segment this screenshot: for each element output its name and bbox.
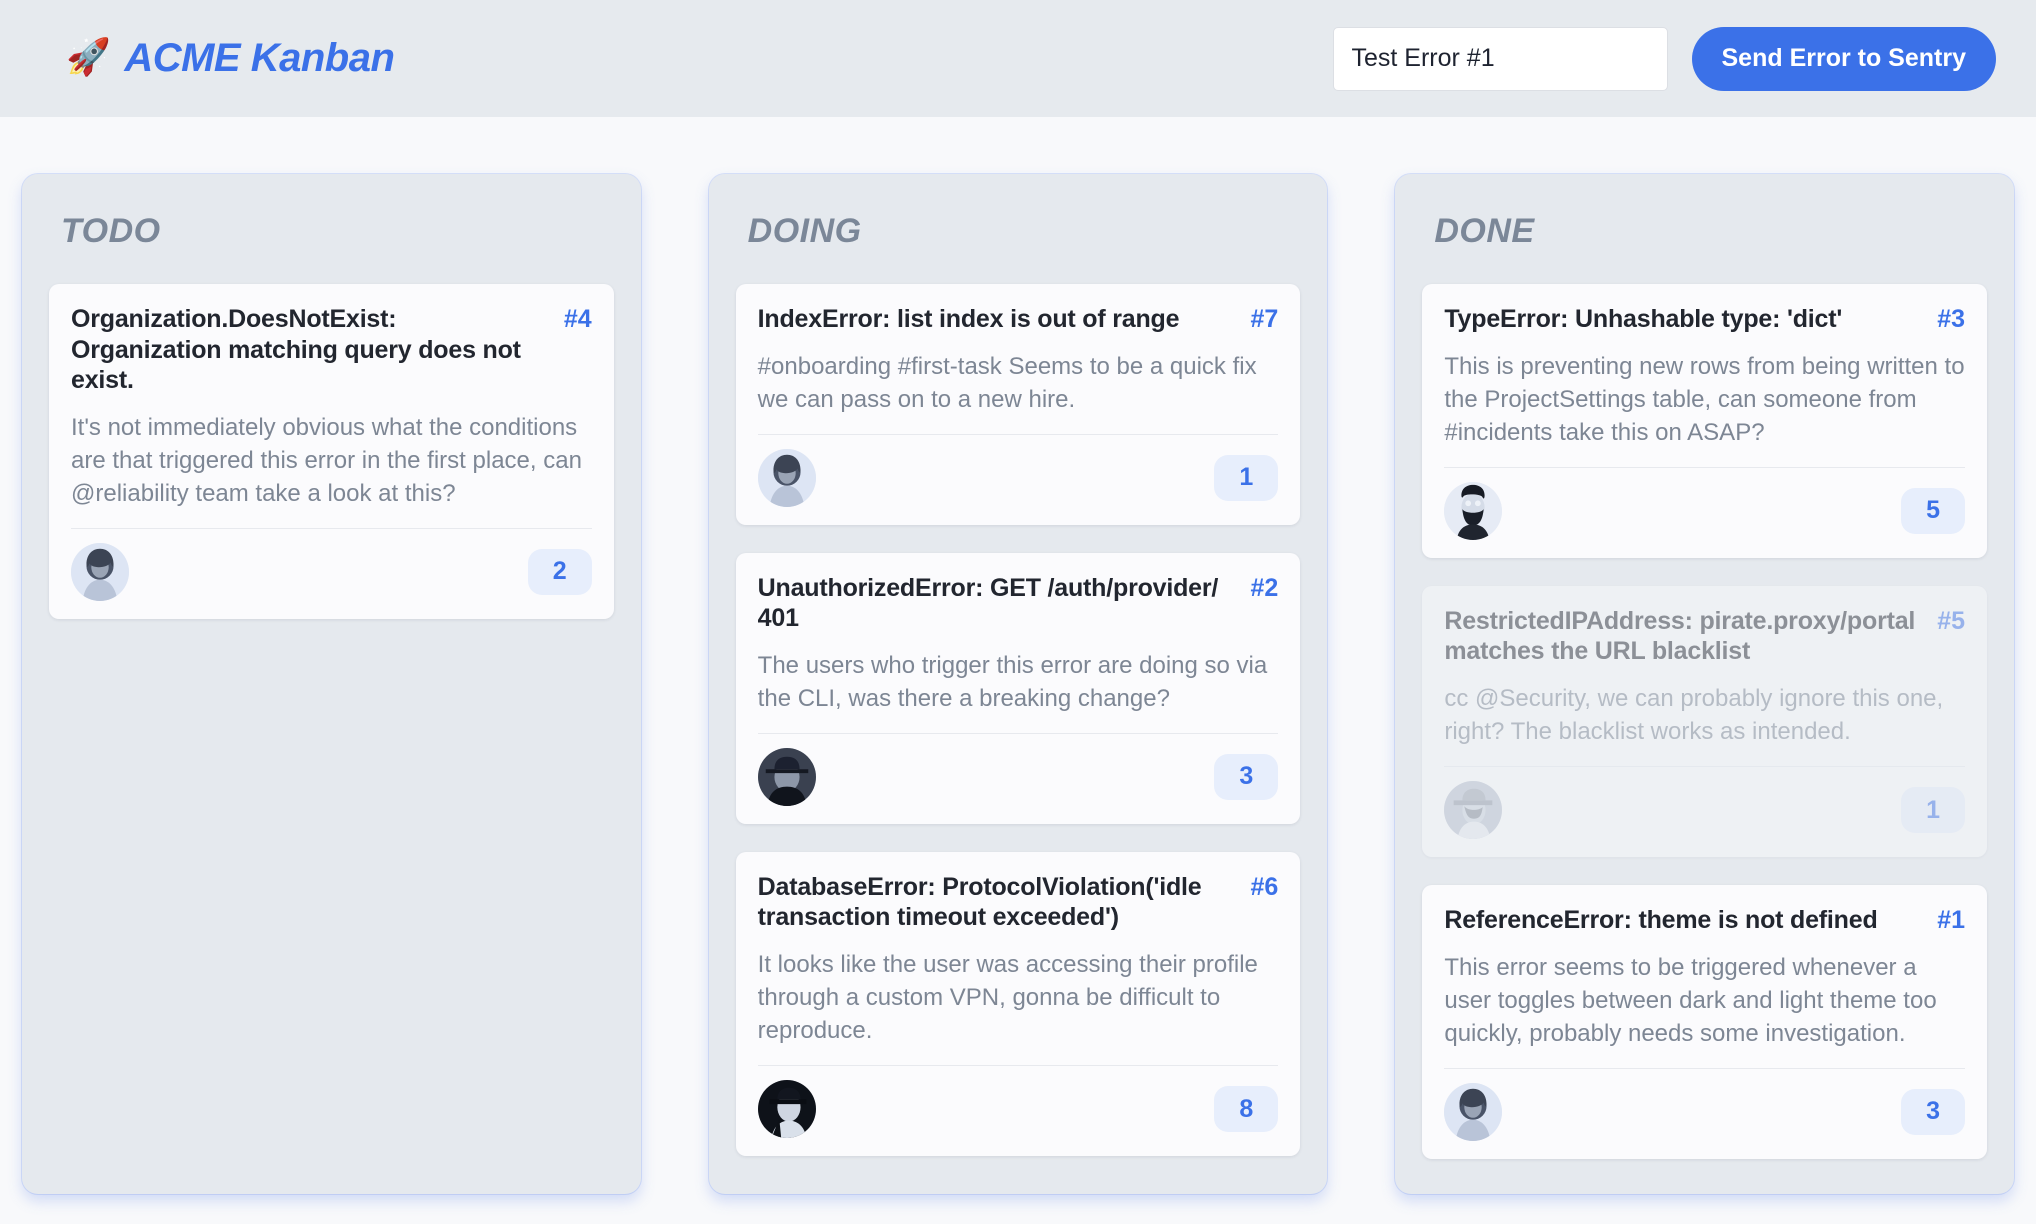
card-title: IndexError: list index is out of range bbox=[757, 305, 1180, 333]
card-issue-id: #1 bbox=[1937, 906, 1966, 935]
avatar-man-hat-dark[interactable] bbox=[757, 747, 816, 806]
kanban-column-doing[interactable]: DOING IndexError: list index is out of ra… bbox=[708, 174, 1328, 1194]
card-description: This is preventing new rows from being w… bbox=[1444, 352, 1965, 446]
error-name-input[interactable] bbox=[1332, 26, 1668, 91]
card-list: Organization.DoesNotExist: Organization … bbox=[49, 284, 614, 619]
kanban-board: TODO Organization.DoesNotExist: Organizat… bbox=[0, 117, 2036, 1194]
card-footer: 5 bbox=[1444, 481, 1966, 540]
kanban-card[interactable]: RestrictedIPAddress: pirate.proxy/portal… bbox=[1422, 585, 1988, 858]
card-divider bbox=[757, 732, 1279, 734]
card-count-badge: 2 bbox=[527, 548, 592, 595]
card-count-badge: 3 bbox=[1901, 1088, 1966, 1135]
rocket-icon: 🚀 bbox=[66, 35, 111, 77]
avatar-woman-smiling[interactable] bbox=[1444, 1082, 1503, 1141]
column-title: DOING bbox=[747, 212, 862, 250]
kanban-card[interactable]: ReferenceError: theme is not defined #1 Th… bbox=[1422, 885, 1988, 1159]
kanban-card[interactable]: TypeError: Unhashable type: 'dict' #3 This… bbox=[1422, 284, 1988, 558]
card-count-badge: 3 bbox=[1214, 753, 1279, 800]
avatar-man-cap-dark[interactable] bbox=[757, 1080, 816, 1139]
card-footer: 8 bbox=[757, 1080, 1279, 1139]
card-description: #onboarding #first-task Seems to be a qu… bbox=[757, 352, 1257, 413]
card-footer: 3 bbox=[757, 747, 1279, 806]
card-footer: 1 bbox=[1444, 781, 1966, 840]
card-description: The users who trigger this error are doi… bbox=[757, 651, 1268, 712]
card-divider bbox=[757, 433, 1279, 435]
column-title: TODO bbox=[61, 212, 161, 250]
card-divider bbox=[1444, 766, 1966, 768]
card-count-badge: 8 bbox=[1214, 1086, 1279, 1133]
card-divider bbox=[1444, 466, 1966, 468]
card-title: RestrictedIPAddress: pirate.proxy/portal… bbox=[1444, 606, 1916, 666]
card-issue-id: #3 bbox=[1937, 305, 1966, 333]
card-issue-id: #4 bbox=[563, 305, 592, 333]
card-title: Organization.DoesNotExist: Organization … bbox=[71, 305, 521, 394]
card-title: TypeError: Unhashable type: 'dict' bbox=[1444, 305, 1843, 333]
avatar-woman-smiling[interactable] bbox=[71, 542, 129, 601]
brand-logo: 🚀 ACME Kanban bbox=[66, 35, 395, 81]
card-count-badge: 1 bbox=[1901, 787, 1966, 834]
card-divider bbox=[71, 527, 592, 529]
card-description: cc @Security, we can probably ignore thi… bbox=[1444, 684, 1944, 745]
card-title: DatabaseError: ProtocolViolation('idle t… bbox=[757, 872, 1202, 932]
avatar-woman-smiling[interactable] bbox=[757, 448, 816, 507]
card-footer: 1 bbox=[757, 448, 1279, 507]
kanban-card[interactable]: Organization.DoesNotExist: Organization … bbox=[49, 284, 614, 619]
card-list: TypeError: Unhashable type: 'dict' #3 This… bbox=[1422, 284, 1988, 1159]
card-header: RestrictedIPAddress: pirate.proxy/portal… bbox=[1444, 606, 1965, 667]
card-issue-id: #7 bbox=[1250, 305, 1279, 333]
card-footer: 3 bbox=[1444, 1082, 1966, 1141]
card-count-badge: 5 bbox=[1901, 487, 1966, 534]
card-header: IndexError: list index is out of range #7 bbox=[758, 304, 1279, 335]
send-error-to-sentry-button[interactable]: Send Error to Sentry bbox=[1691, 26, 1996, 91]
kanban-column-done[interactable]: DONE TypeError: Unhashable type: 'dict' #3… bbox=[1395, 174, 2015, 1194]
card-count-badge: 1 bbox=[1214, 454, 1279, 501]
card-issue-id: #6 bbox=[1250, 872, 1279, 901]
card-header: UnauthorizedError: GET /auth/provider/ 4… bbox=[758, 573, 1279, 634]
card-description: It's not immediately obvious what the co… bbox=[71, 413, 582, 507]
card-issue-id: #5 bbox=[1937, 606, 1966, 635]
card-title: UnauthorizedError: GET /auth/provider/ 4… bbox=[757, 573, 1219, 633]
kanban-card[interactable]: UnauthorizedError: GET /auth/provider/ 4… bbox=[735, 552, 1301, 824]
card-header: TypeError: Unhashable type: 'dict' #3 bbox=[1444, 304, 1965, 335]
header-actions: Send Error to Sentry bbox=[1332, 26, 1996, 91]
card-divider bbox=[1444, 1067, 1966, 1069]
card-description: It looks like the user was accessing the… bbox=[757, 950, 1258, 1045]
card-issue-id: #2 bbox=[1250, 573, 1279, 602]
card-header: DatabaseError: ProtocolViolation('idle t… bbox=[758, 872, 1279, 933]
card-title: ReferenceError: theme is not defined bbox=[1444, 906, 1878, 935]
avatar-man-cap-light[interactable] bbox=[1444, 781, 1503, 840]
card-divider bbox=[757, 1065, 1279, 1067]
brand-title: ACME Kanban bbox=[124, 36, 395, 80]
top-header-bar: 🚀 ACME Kanban Send Error to Sentry bbox=[0, 0, 2036, 117]
card-list: IndexError: list index is out of range #7… bbox=[735, 284, 1301, 1157]
column-title: DONE bbox=[1434, 212, 1535, 250]
card-header: Organization.DoesNotExist: Organization … bbox=[71, 304, 592, 396]
kanban-column-todo[interactable]: TODO Organization.DoesNotExist: Organizat… bbox=[22, 174, 641, 1194]
card-header: ReferenceError: theme is not defined #1 bbox=[1444, 905, 1965, 936]
card-description: This error seems to be triggered wheneve… bbox=[1444, 953, 1937, 1047]
card-footer: 2 bbox=[71, 542, 592, 601]
kanban-card[interactable]: DatabaseError: ProtocolViolation('idle t… bbox=[735, 851, 1301, 1157]
kanban-card[interactable]: IndexError: list index is out of range #7… bbox=[735, 284, 1301, 525]
avatar-man-beard[interactable] bbox=[1444, 481, 1503, 540]
